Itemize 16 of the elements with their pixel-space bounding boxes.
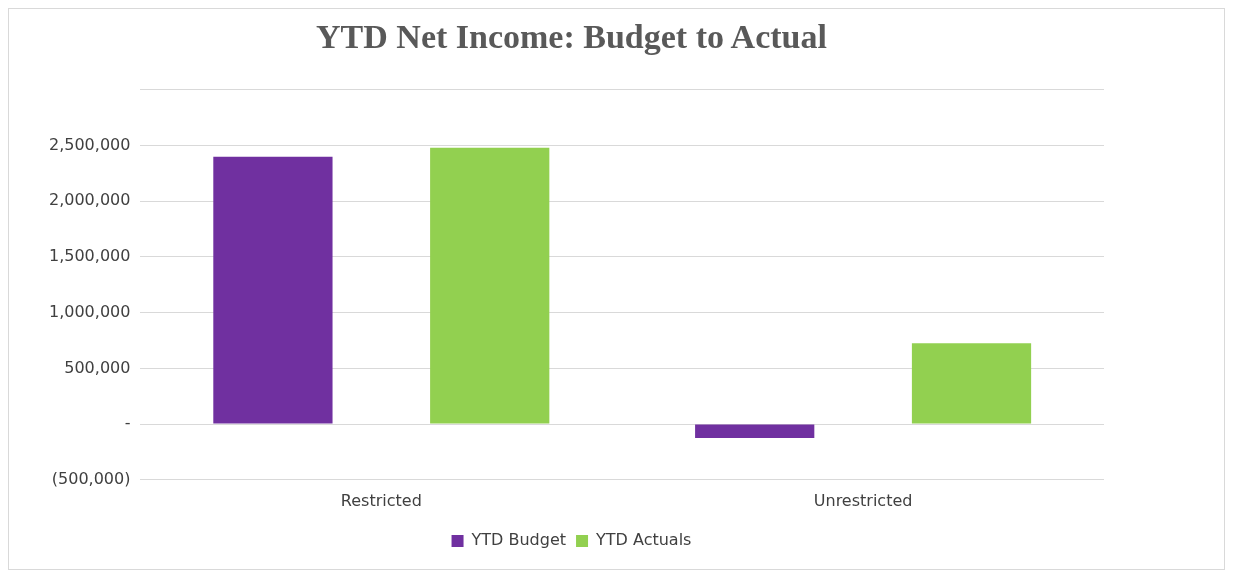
- y-tick-label: 500,000: [64, 357, 131, 377]
- y-tick-label: -: [124, 413, 131, 433]
- y-tick-label: 2,000,000: [48, 190, 131, 210]
- bar: [430, 147, 550, 424]
- bar: [911, 343, 1032, 424]
- x-tick-label: Unrestricted: [813, 490, 913, 510]
- chart-title: YTD Net Income: Budget to Actual: [316, 18, 827, 56]
- bar: [695, 424, 815, 439]
- y-tick-label: 1,500,000: [48, 246, 131, 266]
- x-tick-label: Restricted: [340, 490, 422, 510]
- y-tick-label: 1,000,000: [48, 301, 131, 321]
- bar: [213, 156, 333, 424]
- y-tick-label: 2,500,000: [48, 134, 131, 154]
- legend-label: YTD Actuals: [595, 530, 692, 550]
- legend-label: YTD Budget: [470, 530, 567, 550]
- y-tick-label: (500,000): [51, 468, 131, 488]
